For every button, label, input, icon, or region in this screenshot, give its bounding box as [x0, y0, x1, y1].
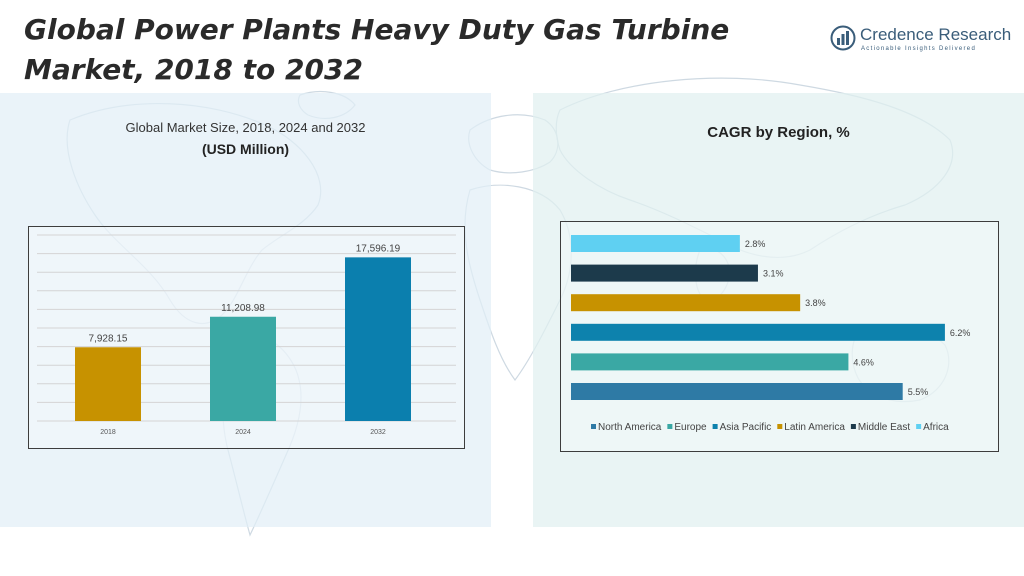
- legend-label: Europe: [674, 422, 707, 433]
- legend-swatch: [591, 424, 596, 429]
- bar-2018: [75, 347, 141, 421]
- bar-value-label: 11,208.98: [221, 303, 265, 314]
- legend-swatch: [667, 424, 673, 429]
- legend-swatch: [916, 424, 922, 429]
- bar-north-america: [571, 383, 903, 400]
- brand-logo[interactable]: Credence Research Actionable Insights De…: [830, 22, 1012, 58]
- bar-value-label: 17,596.19: [356, 243, 401, 254]
- bar-africa: [571, 235, 740, 252]
- bar-value-label: 6.2%: [950, 328, 971, 338]
- brand-tagline: Actionable Insights Delivered: [861, 46, 977, 52]
- legend-swatch: [712, 424, 718, 429]
- bar-chart-circle-icon: [830, 25, 856, 51]
- page-title: Global Power Plants Heavy Duty Gas Turbi…: [24, 13, 730, 86]
- legend-label: Africa: [923, 422, 949, 433]
- bar-value-label: 3.1%: [763, 269, 784, 279]
- market-size-chart: 7,928.15 2018 11,208.98 2024 17,596.19 2032: [37, 234, 456, 436]
- market-size-unit: (USD Million): [201, 141, 290, 157]
- bar-2024: [210, 316, 276, 421]
- chart-legend: North America Europe Asia Pacific Latin Ame…: [591, 422, 949, 433]
- x-tick-label: 2018: [100, 429, 116, 436]
- bar-value-label: 4.6%: [853, 357, 874, 367]
- legend-label: Latin America: [784, 422, 845, 433]
- legend-swatch: [777, 424, 783, 429]
- cagr-chart: 2.8% 3.1% 3.8% 6.2% 4.6% 5.5% North America Eur…: [571, 235, 971, 433]
- legend-label: Middle East: [858, 422, 910, 433]
- bar-value-label: 2.8%: [745, 239, 766, 249]
- market-size-panel: Global Market Size, 2018, 2024 and 2032 …: [0, 93, 491, 527]
- cagr-chart-frame: 2.8% 3.1% 3.8% 6.2% 4.6% 5.5% North America Eur…: [560, 221, 999, 452]
- market-size-chart-frame: 7,928.15 2018 11,208.98 2024 17,596.19 2032: [28, 226, 465, 449]
- bar-middle-east: [571, 264, 758, 282]
- bar-latin-america: [571, 294, 801, 312]
- market-size-title: Global Market Size, 2018, 2024 and 2032: [125, 120, 366, 135]
- x-tick-label: 2024: [235, 429, 251, 436]
- brand-name: Credence Research: [860, 25, 1012, 44]
- bar-value-label: 3.8%: [805, 298, 826, 308]
- legend-label: North America: [598, 422, 662, 433]
- cagr-panel: CAGR by Region, % 2.8% 3.1% 3.8% 6.2% 4.6% 5.…: [533, 93, 1024, 527]
- bar-value-label: 7,928.15: [89, 333, 128, 344]
- bar-2032: [345, 257, 411, 421]
- cagr-title: CAGR by Region, %: [707, 124, 850, 141]
- bar-value-label: 5.5%: [908, 387, 929, 397]
- legend-label: Asia Pacific: [720, 422, 772, 433]
- legend-swatch: [850, 424, 856, 429]
- x-tick-label: 2032: [370, 429, 386, 436]
- bar-europe: [571, 353, 849, 371]
- bar-asia-pacific: [571, 323, 945, 341]
